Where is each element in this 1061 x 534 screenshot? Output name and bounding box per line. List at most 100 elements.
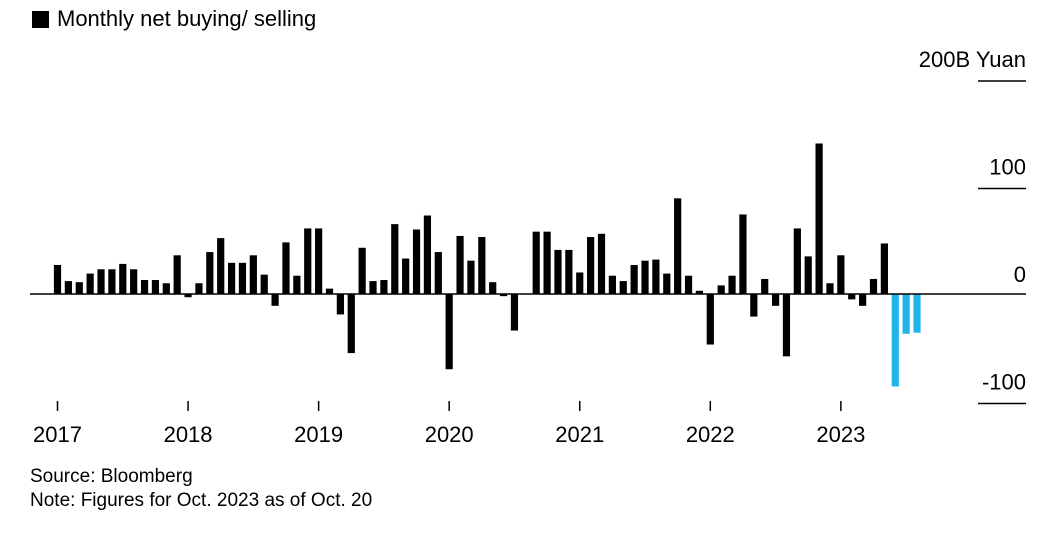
- bar: [380, 280, 388, 294]
- source-text: Source: Bloomberg: [30, 466, 193, 487]
- bar: [119, 263, 127, 294]
- bar: [597, 233, 606, 294]
- bar: [467, 260, 475, 294]
- bar: [86, 273, 94, 294]
- bar: [238, 262, 247, 294]
- bar: [717, 285, 725, 294]
- bar: [608, 275, 616, 294]
- bar: [782, 294, 791, 357]
- y-tick-label: 0: [1014, 262, 1026, 287]
- x-tick-label: 2019: [294, 422, 343, 447]
- bar: [97, 269, 105, 294]
- x-axis: 2017 2018 2019 2020 2021 2022 2023: [33, 401, 865, 447]
- bar: [271, 294, 279, 306]
- bar: [880, 243, 888, 294]
- bar: [434, 252, 442, 294]
- bar: [391, 224, 399, 294]
- bar: [695, 290, 704, 294]
- bar: [412, 229, 421, 294]
- bar: [478, 237, 486, 294]
- bar: [576, 272, 584, 294]
- bar: [619, 281, 627, 294]
- bar: [325, 288, 334, 294]
- bar: [771, 294, 780, 306]
- bar: [489, 282, 497, 294]
- bar: [499, 294, 508, 297]
- bars: [53, 143, 921, 387]
- bar: [587, 237, 595, 294]
- bar: [217, 238, 225, 294]
- bar: [282, 242, 290, 294]
- bar: [750, 294, 758, 317]
- bar: [652, 259, 660, 294]
- bar: [402, 258, 410, 294]
- bar: [532, 231, 540, 294]
- bar: [249, 255, 257, 294]
- x-tick-label: 2020: [425, 422, 474, 447]
- bar: [173, 255, 181, 294]
- y-tick-label: 100: [989, 155, 1026, 180]
- bar: [739, 214, 747, 294]
- bar: [684, 275, 693, 294]
- bar: [315, 228, 323, 294]
- footer-notes: Source: Bloomberg Note: Figures for Oct.…: [30, 465, 372, 513]
- bar: [804, 256, 812, 294]
- x-tick-label: 2018: [164, 422, 213, 447]
- bar: [75, 282, 83, 294]
- bar: [293, 275, 301, 294]
- bar: [859, 294, 867, 306]
- legend-swatch-icon: [32, 10, 49, 28]
- bar: [761, 278, 769, 294]
- gridlines: [978, 80, 1026, 405]
- bar: [423, 215, 432, 294]
- bar: [195, 283, 203, 294]
- bar: [706, 294, 714, 345]
- bar: [347, 294, 355, 354]
- bar: [554, 249, 562, 294]
- x-tick-label: 2022: [686, 422, 735, 447]
- note-text: Note: Figures for Oct. 2023 as of Oct. 2…: [30, 490, 373, 511]
- bar: [837, 255, 845, 294]
- bar: [151, 280, 160, 294]
- legend-label: Monthly net buying/ selling: [57, 6, 317, 31]
- bar: [162, 283, 170, 294]
- y-tick-label: 200B Yuan: [919, 47, 1026, 72]
- bar: [304, 228, 312, 294]
- bar: [140, 280, 149, 294]
- bar: [456, 235, 464, 294]
- bar: [891, 294, 899, 387]
- bar: [227, 262, 236, 294]
- bar: [826, 283, 834, 294]
- bar: [108, 269, 116, 294]
- bar: [793, 228, 801, 294]
- bar: [206, 252, 214, 294]
- bar: [848, 294, 856, 300]
- bar: [336, 294, 344, 315]
- bar: [543, 231, 551, 294]
- bar: [358, 247, 366, 294]
- bar: [674, 198, 682, 294]
- bar: [260, 274, 268, 294]
- x-tick-label: 2023: [816, 422, 865, 447]
- x-tick-label: 2017: [33, 422, 82, 447]
- bar: [815, 143, 823, 294]
- bar: [64, 281, 72, 294]
- bar: [53, 264, 62, 294]
- bar: [184, 294, 192, 298]
- x-tick-label: 2021: [555, 422, 604, 447]
- bar: [663, 273, 671, 294]
- bar: [641, 260, 649, 294]
- y-axis-labels: 200B Yuan 100 0 -100: [919, 47, 1026, 395]
- bar: [510, 294, 519, 331]
- bar: [445, 294, 453, 370]
- bar: [902, 294, 910, 334]
- bar: [869, 278, 878, 294]
- bar: [913, 294, 921, 333]
- bar: [130, 269, 138, 294]
- bar: [369, 281, 377, 294]
- bar: [565, 249, 573, 294]
- bar: [630, 264, 638, 294]
- bar: [728, 275, 736, 294]
- y-tick-label: -100: [982, 370, 1026, 395]
